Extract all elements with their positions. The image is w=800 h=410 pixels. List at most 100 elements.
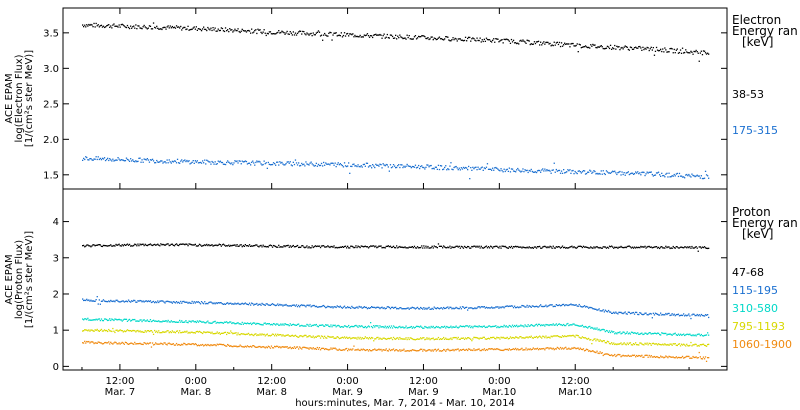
- proton-data-point: [472, 338, 474, 340]
- proton-data-point: [651, 342, 653, 345]
- proton-data-point: [212, 303, 214, 305]
- electron-data-point: [492, 167, 494, 169]
- proton-data-point: [326, 337, 328, 339]
- proton-data-point: [413, 245, 416, 247]
- electron-data-point: [660, 48, 662, 50]
- proton-data-point: [213, 302, 215, 304]
- proton-data-point: [406, 350, 408, 352]
- proton-data-point: [103, 300, 106, 302]
- proton-data-point: [475, 325, 477, 328]
- proton-data-point: [122, 342, 124, 344]
- proton-data-point: [569, 304, 571, 306]
- proton-data-point: [184, 330, 186, 333]
- electron-data-point: [104, 26, 107, 28]
- electron-data-point: [510, 38, 513, 41]
- proton-data-point: [133, 329, 135, 332]
- proton-data-point: [571, 304, 573, 306]
- proton-data-point: [503, 324, 505, 326]
- proton-data-point: [524, 324, 526, 326]
- electron-data-point: [695, 175, 697, 177]
- proton-data-point: [695, 343, 697, 346]
- proton-data-point: [354, 307, 356, 309]
- proton-data-point: [400, 327, 402, 329]
- proton-data-point: [580, 325, 582, 327]
- electron-data-point: [328, 32, 330, 34]
- electron-data-point: [240, 163, 242, 165]
- proton-data-point: [182, 300, 184, 303]
- proton-data-point: [701, 358, 704, 360]
- proton-data-point: [425, 350, 427, 352]
- electron-data-point: [566, 43, 568, 45]
- proton-data-point: [399, 349, 401, 351]
- proton-data-point: [387, 245, 389, 247]
- electron-data-point: [623, 172, 625, 174]
- proton-data-point: [390, 306, 393, 309]
- proton-data-point: [284, 346, 286, 348]
- proton-data-point: [125, 318, 128, 320]
- proton-data-point: [550, 246, 552, 248]
- proton-data-point: [98, 341, 100, 343]
- electron-data-point: [468, 36, 470, 38]
- proton-data-point: [431, 245, 433, 247]
- proton-data-point: [302, 245, 304, 247]
- electron-data-point: [436, 38, 438, 40]
- proton-data-point: [445, 247, 447, 249]
- proton-data-point: [702, 246, 705, 249]
- proton-data-point: [543, 335, 545, 338]
- proton-data-point: [162, 243, 164, 246]
- electron-data-point: [629, 173, 632, 175]
- proton-data-point: [678, 334, 681, 336]
- proton-data-point: [238, 345, 240, 348]
- proton-data-point: [526, 336, 528, 338]
- proton-data-point: [414, 339, 417, 341]
- proton-data-point: [696, 345, 698, 347]
- electron-data-point: [588, 171, 590, 173]
- electron-data-point: [260, 163, 262, 165]
- proton-data-point: [355, 324, 357, 327]
- proton-data-point: [517, 306, 519, 308]
- proton-data-point: [686, 333, 688, 335]
- proton-data-point: [358, 325, 360, 327]
- proton-data-point: [179, 344, 181, 346]
- proton-data-point: [476, 245, 478, 247]
- proton-data-point: [147, 343, 149, 345]
- proton-data-point: [234, 345, 236, 347]
- proton-data-point: [364, 349, 366, 352]
- proton-data-point: [315, 348, 317, 350]
- proton-data-point: [650, 313, 652, 315]
- proton-data-point: [451, 327, 453, 329]
- proton-data-point: [145, 331, 147, 333]
- proton-data-point: [652, 246, 654, 249]
- electron-data-point: [665, 173, 667, 175]
- electron-data-point: [306, 163, 308, 165]
- proton-data-point: [625, 344, 627, 346]
- proton-data-point: [607, 309, 610, 312]
- proton-data-point: [463, 245, 466, 248]
- electron-data-point: [384, 37, 386, 39]
- x-tick-date: Mar. 9: [408, 387, 439, 398]
- electron-data-point: [288, 162, 290, 164]
- proton-data-point: [444, 338, 446, 340]
- electron-data-point: [378, 165, 380, 167]
- proton-data-point: [287, 334, 289, 336]
- proton-data-point: [310, 247, 312, 249]
- electron-data-point: [260, 31, 262, 33]
- electron-data-point: [322, 165, 324, 167]
- electron-data-point: [608, 47, 611, 50]
- electron-data-point: [403, 37, 405, 39]
- electron-data-point: [163, 26, 165, 28]
- proton-data-point: [274, 335, 276, 337]
- proton-data-point: [463, 338, 466, 340]
- proton-data-point: [656, 247, 659, 249]
- proton-data-point: [277, 333, 279, 335]
- proton-data-point: [178, 321, 180, 323]
- electron-data-point: [363, 163, 365, 165]
- proton-data-point: [320, 347, 323, 350]
- proton-data-point: [309, 247, 311, 249]
- electron-data-point: [300, 30, 302, 32]
- proton-data-point: [577, 245, 579, 248]
- electron-data-point: [642, 46, 644, 48]
- proton-data-point: [275, 324, 277, 326]
- electron-data-point: [359, 34, 361, 37]
- electron-data-point: [405, 165, 407, 167]
